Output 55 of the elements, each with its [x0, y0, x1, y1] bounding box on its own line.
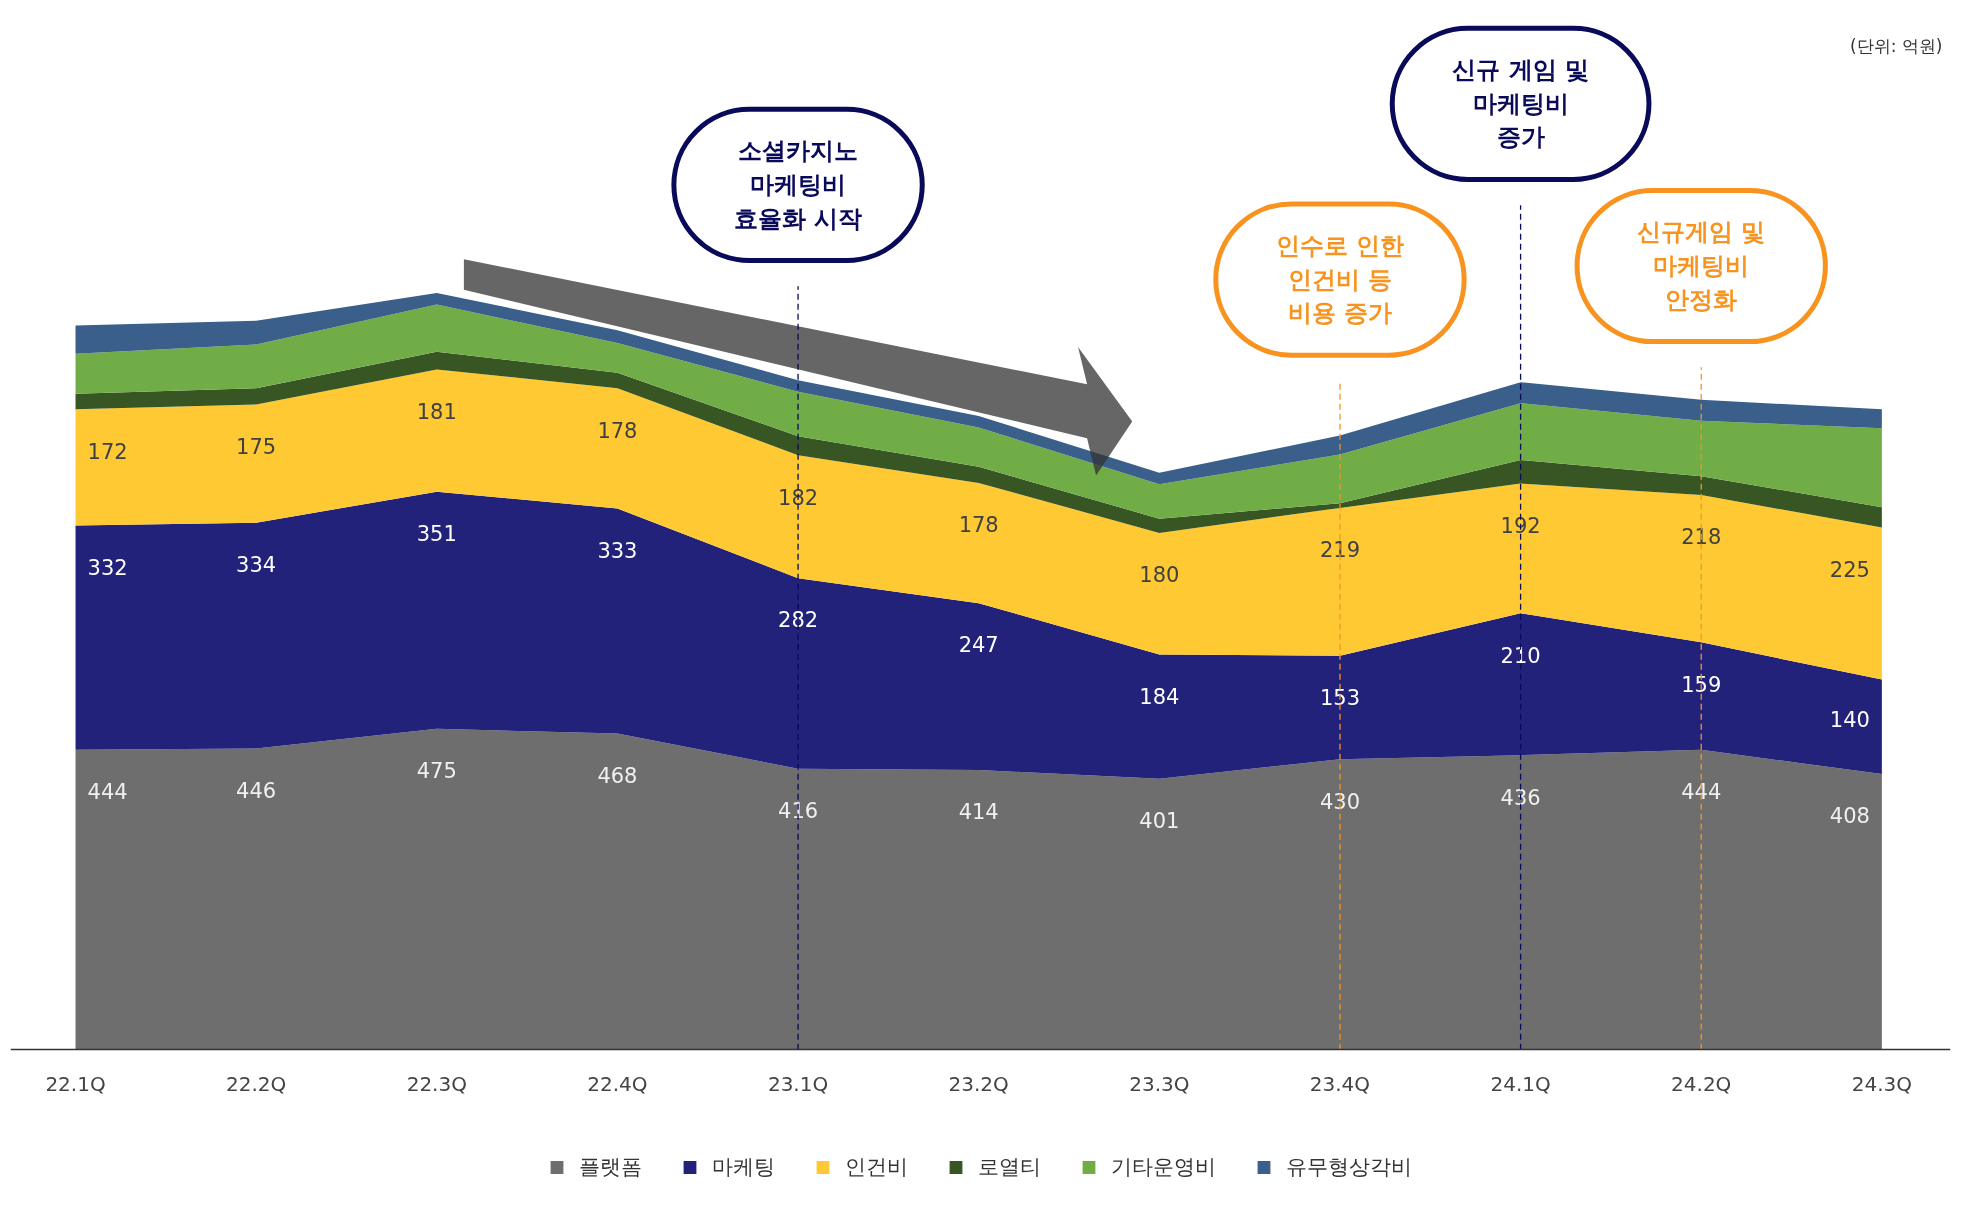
data-label: 247 [958, 633, 999, 658]
data-label: 219 [1319, 538, 1361, 563]
data-label: 153 [1319, 686, 1361, 711]
data-label: 184 [1139, 684, 1180, 709]
data-label: 444 [87, 780, 128, 805]
legend-label: 기타운영비 [1110, 1154, 1216, 1181]
x-tick-label: 22.3Q [406, 1071, 467, 1096]
data-label: 178 [597, 418, 638, 443]
legend-label: 유무형상각비 [1285, 1154, 1412, 1181]
data-label: 444 [1681, 780, 1722, 805]
data-label: 172 [87, 439, 128, 464]
text: 소셜카지노 마케팅비 효율화 시작 [733, 137, 863, 233]
text: (단위: 억원) [1850, 35, 1943, 56]
data-label: 178 [958, 513, 999, 538]
data-label: 333 [597, 538, 638, 563]
data-label: 351 [416, 522, 457, 547]
legend-label: 마케팅 [711, 1154, 775, 1181]
data-label: 225 [1829, 557, 1870, 582]
data-label: 218 [1681, 525, 1722, 550]
data-label: 475 [416, 759, 457, 784]
data-label: 210 [1500, 643, 1541, 668]
legend-label: 인건비 [844, 1154, 908, 1181]
data-label: 414 [958, 800, 999, 825]
data-label: 416 [778, 799, 819, 824]
data-label: 334 [236, 553, 277, 578]
legend-label: 로열티 [977, 1154, 1041, 1181]
x-tick-label: 22.4Q [587, 1071, 648, 1096]
x-tick-label: 23.1Q [767, 1071, 829, 1096]
x-tick-label: 24.3Q [1851, 1071, 1912, 1096]
data-label: 332 [87, 555, 128, 580]
data-label: 140 [1829, 708, 1870, 733]
x-tick-label: 24.1Q [1490, 1071, 1551, 1096]
x-tick-label: 22.1Q [45, 1071, 106, 1096]
legend-label: 플랫폼 [578, 1154, 642, 1181]
x-tick-label: 23.2Q [948, 1071, 1009, 1096]
x-tick-label: 24.2Q [1671, 1071, 1732, 1096]
data-label: 182 [778, 485, 819, 510]
data-label: 192 [1500, 513, 1541, 538]
data-label: 430 [1319, 789, 1361, 814]
annotation: 신규게임 및 마케팅비 안정화 [1637, 218, 1766, 314]
data-label: 175 [236, 434, 277, 459]
data-label: 436 [1500, 785, 1541, 810]
data-label: 180 [1139, 563, 1180, 588]
text: 신규 게임 및 마케팅비 증가 [1452, 56, 1589, 152]
data-label: 468 [597, 763, 638, 788]
x-tick-label: 23.4Q [1309, 1071, 1371, 1096]
data-label: 401 [1139, 809, 1180, 834]
annotation: 인수로 인한 인건비 등 비용 증가 [1275, 231, 1405, 328]
data-label: 159 [1681, 672, 1722, 697]
data-label: 181 [416, 399, 457, 424]
x-tick-label: 22.2Q [226, 1071, 287, 1096]
x-tick-label: 23.3Q [1129, 1071, 1190, 1096]
data-label: 408 [1829, 804, 1870, 829]
data-label: 446 [236, 778, 277, 803]
data-label: 282 [778, 608, 819, 633]
